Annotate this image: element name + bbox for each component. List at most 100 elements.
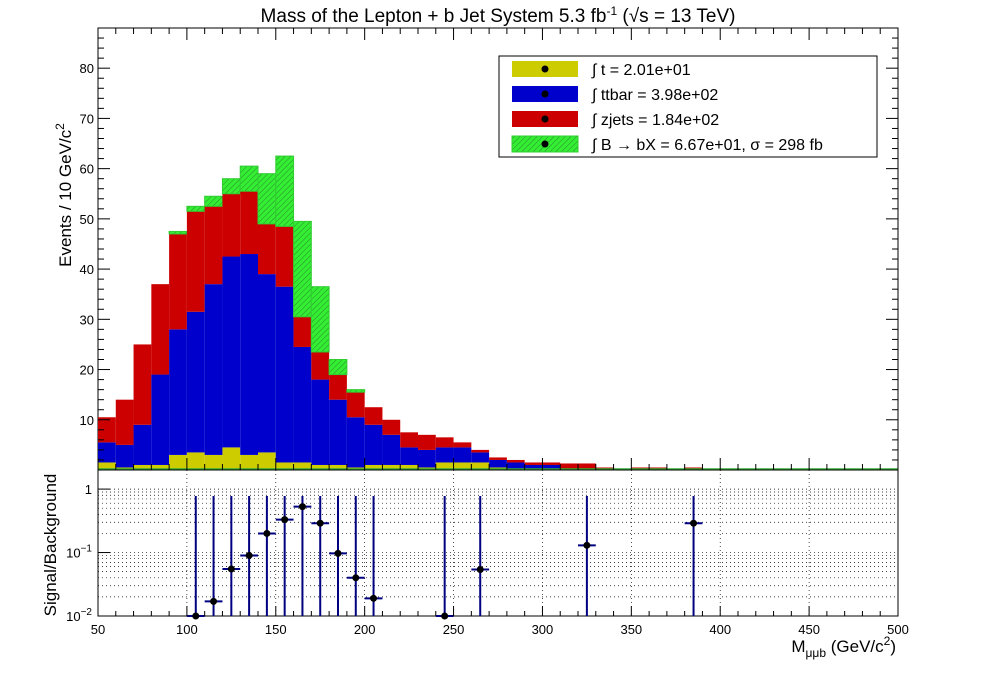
- y-tick-label-80: 80: [80, 61, 94, 76]
- bar-t-200: [364, 464, 383, 470]
- bar-t-240: [435, 462, 454, 470]
- bar-B → bX-170: [310, 286, 330, 353]
- legend-label-zjets: ∫ zjets = 1.84e+02: [591, 112, 719, 129]
- bar-t-160: [293, 462, 312, 470]
- bar-zjets-80: [151, 284, 170, 375]
- ratio-point-265: [476, 566, 484, 574]
- bar-ttbar-60: [115, 444, 134, 468]
- ratio-y-axis-label: Signal/Background: [41, 474, 60, 617]
- chart-lumi: 5.3 fb: [559, 6, 607, 27]
- bar-t-120: [222, 447, 241, 470]
- bar-ttbar-250: [453, 447, 472, 463]
- bar-zjets-260: [471, 449, 490, 453]
- legend-label-B → bX: ∫ B → bX = 6.67e+01, σ = 298 fb: [591, 137, 823, 154]
- bar-zjets-210: [382, 419, 401, 435]
- ratio-y-tick-label-0.01: 10−2: [66, 607, 92, 624]
- bar-zjets-140: [258, 223, 276, 275]
- bar-zjets-270: [489, 457, 507, 460]
- bar-t-150: [275, 462, 294, 470]
- legend-label-t: ∫ t = 2.01e+01: [591, 62, 691, 79]
- bar-zjets-90: [169, 233, 187, 330]
- ratio-grid: [98, 469, 898, 617]
- bar-t-250: [453, 462, 472, 470]
- chart-energy: (√s = 13 TeV): [622, 6, 735, 27]
- ratio-point-205: [370, 594, 378, 602]
- bar-zjets-320: [578, 463, 596, 469]
- bar-ttbar-300: [542, 464, 561, 470]
- bar-ttbar-190: [346, 417, 365, 468]
- bar-zjets-250: [453, 442, 472, 448]
- legend: ∫ t = 2.01e+01 ∫ ttbar = 3.98e+02 ∫ zjets …: [498, 55, 878, 158]
- bar-t-80: [151, 464, 170, 470]
- x-tick-label-400: 400: [709, 622, 731, 637]
- bar-zjets-280: [506, 459, 525, 463]
- legend-label-ttbar: ∫ ttbar = 3.98e+02: [591, 87, 718, 104]
- main-y-axis-label: Events / 10 GeV/c2: [53, 123, 75, 267]
- main-y-axis: 10 20 30 40 50 60 70 80: [80, 27, 899, 471]
- bar-ttbar-270: [489, 459, 507, 468]
- bar-zjets-230: [418, 434, 436, 450]
- x-axis-label: Mμμb (GeV/c2): [791, 634, 896, 660]
- x-tick-label-150: 150: [265, 622, 287, 637]
- y-tick-label-70: 70: [80, 111, 94, 126]
- bar-zjets-180: [329, 374, 347, 400]
- bar-ttbar-200: [364, 424, 383, 465]
- bar-zjets-130: [240, 191, 258, 255]
- bar-ttbar-290: [524, 464, 543, 470]
- x-tick-label-250: 250: [443, 622, 465, 637]
- bar-zjets-160: [293, 316, 312, 347]
- ratio-point-105: [192, 612, 200, 620]
- bar-ttbar-180: [329, 399, 347, 465]
- bar-t-220: [400, 464, 418, 470]
- ratio-point-245: [441, 612, 449, 620]
- y-tick-label-20: 20: [80, 363, 94, 378]
- legend-marker-zjets: [541, 115, 549, 123]
- bar-B → bX-160: [293, 220, 312, 318]
- legend-marker-t: [541, 65, 549, 73]
- bar-t-180: [329, 464, 347, 470]
- ratio-axes: 50 100 150 200 250 300 350 400 450 500 1 10−1 10−2: [66, 482, 909, 637]
- bar-ttbar-210: [382, 434, 401, 465]
- bar-ttbar-70: [133, 424, 152, 465]
- chart-lumi-sup: -1: [606, 4, 617, 18]
- bar-B → bX-180: [328, 359, 348, 376]
- bar-ttbar-120: [222, 256, 241, 448]
- bar-ttbar-170: [311, 379, 330, 465]
- bar-ttbar-50: [98, 442, 116, 463]
- y-tick-label-40: 40: [80, 262, 94, 277]
- legend-marker-ttbar: [541, 90, 549, 98]
- x-tick-label-500: 500: [887, 622, 909, 637]
- bar-zjets-200: [364, 407, 383, 425]
- x-tick-label-50: 50: [91, 622, 105, 637]
- bar-ttbar-240: [435, 447, 454, 463]
- ratio-point-165: [298, 503, 306, 511]
- bar-zjets-220: [400, 432, 418, 448]
- ratio-point-145: [263, 529, 271, 537]
- ratio-points: [186, 496, 703, 620]
- bar-ttbar-90: [169, 329, 187, 455]
- bar-t-260: [471, 462, 490, 470]
- bar-zjets-310: [560, 463, 578, 469]
- bar-zjets-300: [542, 462, 561, 465]
- bar-ttbar-160: [293, 346, 312, 463]
- bar-ttbar-260: [471, 452, 490, 463]
- bar-zjets-50: [98, 417, 116, 443]
- bar-B → bX-140: [257, 173, 277, 225]
- bar-ttbar-220: [400, 447, 418, 465]
- legend-rows: ∫ t = 2.01e+01 ∫ ttbar = 3.98e+02 ∫ zjets …: [511, 61, 823, 154]
- bar-zjets-110: [204, 206, 223, 285]
- y-tick-label-10: 10: [80, 413, 94, 428]
- bar-B → bX-90: [168, 230, 188, 235]
- bar-ttbar-140: [258, 274, 276, 453]
- bar-B → bX-190: [346, 389, 366, 393]
- bar-t-130: [240, 454, 258, 470]
- bar-B → bX-110: [204, 195, 223, 207]
- bar-t-170: [311, 464, 330, 470]
- y-tick-label-30: 30: [80, 312, 94, 327]
- bar-ttbar-110: [204, 284, 223, 455]
- bar-zjets-60: [115, 399, 134, 445]
- bar-t-110: [204, 454, 223, 470]
- stacked-bars: [98, 155, 898, 470]
